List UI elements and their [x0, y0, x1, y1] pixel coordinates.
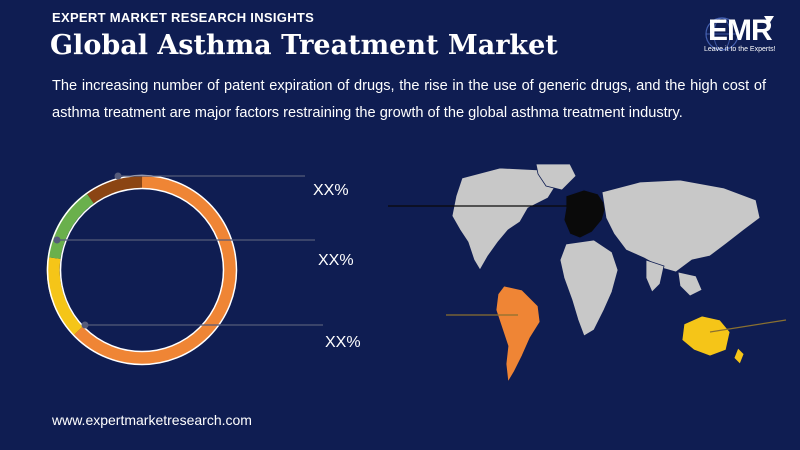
page-title: Global Asthma Treatment Market	[50, 30, 558, 61]
map-southeast-asia	[677, 271, 703, 297]
map-europe	[563, 189, 607, 239]
donut-chart: XX% XX% XX%	[0, 160, 400, 400]
emr-logo: EMR Leave it to the Experts!	[692, 14, 786, 58]
map-africa	[559, 239, 619, 337]
segment-3-percent: XX%	[325, 334, 361, 351]
map-south-america	[495, 285, 541, 384]
footer-url: www.expertmarketresearch.com	[52, 412, 252, 428]
donut-segment-green	[47, 192, 94, 260]
eyebrow-label: EXPERT MARKET RESEARCH INSIGHTS	[52, 10, 315, 25]
donut-segment-brown	[86, 175, 143, 204]
map-australia	[681, 315, 731, 357]
logo-wordmark: EMR	[708, 14, 773, 47]
world-map-svg	[388, 163, 787, 384]
logo-globe-icon	[705, 16, 774, 51]
map-new-zealand	[733, 347, 745, 365]
map-north-america	[451, 167, 559, 271]
donut-segment-orange	[73, 175, 236, 365]
map-leader-australia	[709, 319, 787, 333]
map-asia	[601, 179, 761, 273]
map-india	[645, 259, 665, 293]
description-text: The increasing number of patent expirati…	[52, 78, 766, 121]
donut-svg	[46, 172, 323, 366]
logo-tagline: Leave it to the Experts!	[704, 46, 776, 53]
world-map	[380, 160, 800, 390]
segment-1-percent: XX%	[313, 182, 349, 199]
map-greenland	[535, 163, 577, 191]
donut-segment-yellow	[46, 257, 83, 336]
segment-2-percent: XX%	[318, 252, 354, 269]
